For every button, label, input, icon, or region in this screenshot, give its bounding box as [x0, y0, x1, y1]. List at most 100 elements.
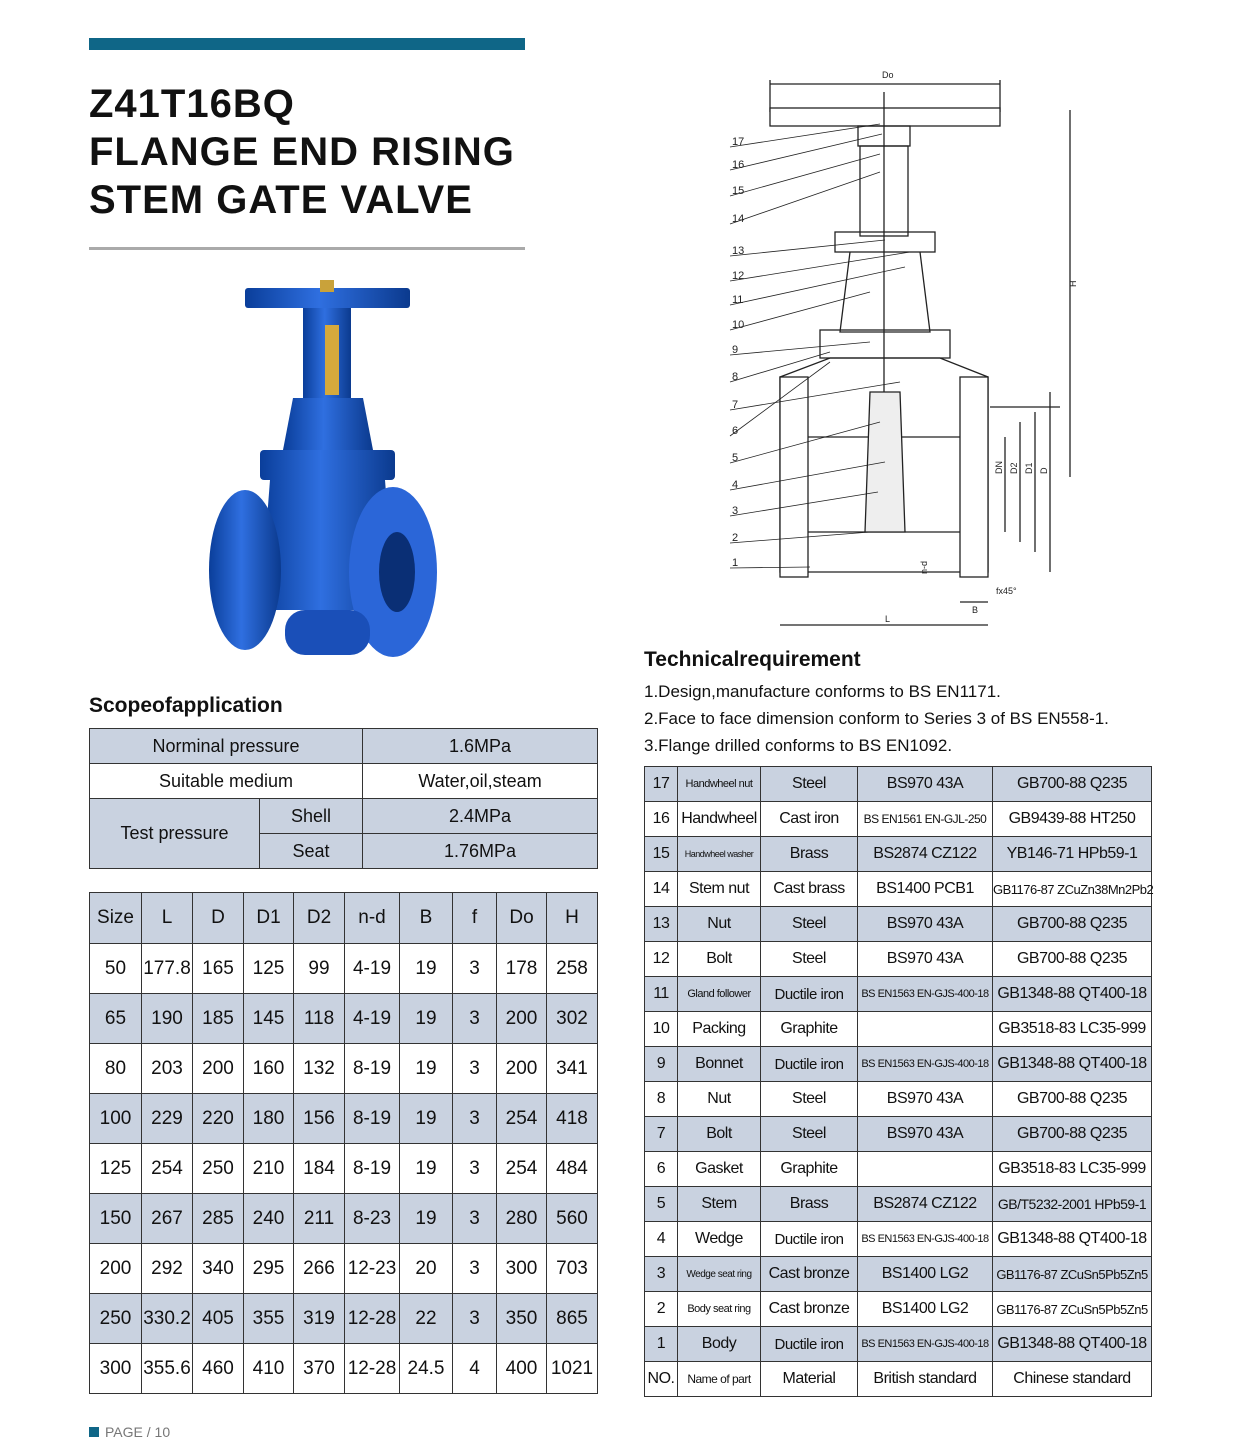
table-cell: Graphite [760, 1011, 858, 1047]
leader-line [729, 461, 886, 491]
table-row: 100 229 220 180 156 8-19 19 3 254 418 [89, 1093, 598, 1144]
table-cell: 190 [141, 993, 193, 1044]
dim-do: Do [882, 70, 894, 80]
part-number-label: 14 [732, 213, 744, 225]
page-title: Z41T16BQ FLANGE END RISING STEM GATE VAL… [89, 80, 515, 224]
table-cell: 118 [293, 993, 345, 1044]
table-cell: 19 [399, 943, 453, 994]
leader-line [729, 291, 871, 331]
table-cell: 266 [293, 1243, 345, 1294]
table-cell: GB1348-88 QT400-18 [992, 1221, 1152, 1257]
part-number-label: 6 [732, 425, 738, 437]
table-cell: 184 [293, 1143, 345, 1194]
table-row: 14 Stem nut Cast brass BS1400 PCB1 GB1176-87… [644, 871, 1154, 907]
part-number-label: 15 [732, 185, 744, 197]
table-cell: 185 [192, 993, 244, 1044]
table-cell: 80 [89, 1043, 142, 1094]
table-cell: Brass [760, 1186, 858, 1222]
table-row: 65 190 185 145 118 4-19 19 3 200 302 [89, 993, 598, 1044]
table-cell: Steel [760, 1116, 858, 1152]
table-cell: 203 [141, 1043, 193, 1094]
table-cell: 280 [496, 1193, 547, 1244]
table-cell: BS970 43A [857, 766, 993, 802]
table-cell: BS1400 LG2 [857, 1256, 993, 1292]
table-cell: 8-19 [344, 1143, 400, 1194]
table-cell: 200 [89, 1243, 142, 1294]
table-cell: BS970 43A [857, 906, 993, 942]
table-cell: GB700-88 Q235 [992, 906, 1152, 942]
table-cell [857, 1011, 993, 1047]
valve-product-image [209, 280, 437, 657]
table-row: 9 Bonnet Ductile iron BS EN1563 EN-GJS-400-… [644, 1046, 1152, 1082]
part-number-label: 5 [732, 452, 738, 464]
table-cell: Steel [760, 1081, 858, 1117]
leader-line [729, 531, 871, 544]
table-cell: 12-28 [344, 1293, 400, 1344]
table-row: 8 Nut Steel BS970 43A GB700-88 Q235 [644, 1081, 1152, 1117]
table-cell: 341 [546, 1043, 598, 1094]
dim-d: D [1039, 467, 1049, 474]
table-cell: BS2874 CZ122 [857, 836, 993, 872]
table-cell: BS970 43A [857, 1116, 993, 1152]
table-row: 12 Bolt Steel BS970 43A GB700-88 Q235 [644, 941, 1152, 977]
table-cell: Handwheel washer [677, 836, 761, 872]
leader-line [729, 251, 911, 282]
title-line: Z41T16BQ [89, 82, 295, 126]
table-row: 125 254 250 210 184 8-19 19 3 254 484 [89, 1143, 598, 1194]
requirement-line: 1.Design,manufacture conforms to BS EN11… [644, 682, 1001, 701]
table-cell: BS1400 PCB1 [857, 871, 993, 907]
table-cell: BS2874 CZ122 [857, 1186, 993, 1222]
parts-table: 17 Handwheel nut Steel BS970 43A GB700-88 Q2… [644, 766, 1154, 1397]
table-cell: 4-19 [344, 993, 400, 1044]
table-cell: BS970 43A [857, 1081, 993, 1117]
page-footer: PAGE / 10 [89, 1424, 170, 1440]
table-cell: Stem [677, 1186, 761, 1222]
table-cell: 19 [399, 1193, 453, 1244]
table-row: 6 Gasket Graphite GB3518-83 LC35-999 [644, 1151, 1152, 1187]
table-cell: 13 [644, 906, 678, 942]
table-cell: 229 [141, 1093, 193, 1144]
table-cell: Stem nut [677, 871, 761, 907]
table-cell: 560 [546, 1193, 598, 1244]
table-cell: BS EN1563 EN-GJS-400-18 [857, 1221, 993, 1257]
table-cell: 6 [644, 1151, 678, 1187]
table-cell: Ductile iron [760, 976, 858, 1012]
table-cell: Packing [677, 1011, 761, 1047]
leader-line [729, 123, 881, 148]
table-cell: 4 [644, 1221, 678, 1257]
valve-cross-section-drawing: Do H DN D2 D1 D n-d fx45° B L 1716151413… [729, 70, 1078, 626]
table-cell: 150 [89, 1193, 142, 1244]
table-cell: Wedge [677, 1221, 761, 1257]
table-cell: 156 [293, 1093, 345, 1144]
dim-l: L [885, 614, 890, 624]
leader-line [729, 266, 906, 306]
test-pressure-label: Test pressure [89, 798, 260, 869]
table-cell: 460 [192, 1343, 244, 1394]
table-cell: 350 [496, 1293, 547, 1344]
table-cell: 250 [89, 1293, 142, 1344]
dim-h: H [1068, 281, 1078, 288]
leader-line [729, 421, 881, 464]
technical-heading: Technicalrequirement [644, 648, 861, 671]
table-cell: 8 [644, 1081, 678, 1117]
table-cell: 250 [192, 1143, 244, 1194]
part-number-label: 4 [732, 479, 738, 491]
column-header: L [141, 892, 193, 944]
table-cell: GB1348-88 QT400-18 [992, 1046, 1152, 1082]
table-cell: Name of part [677, 1361, 761, 1397]
table-cell: 3 [452, 1193, 497, 1244]
table-cell: Ductile iron [760, 1326, 858, 1362]
scope-heading: Scopeofapplication [89, 694, 283, 717]
table-cell: 99 [293, 943, 345, 994]
leader-line [729, 133, 883, 171]
table-row: 5 Stem Brass BS2874 CZ122 GB/T5232-2001 HPb5… [644, 1186, 1152, 1222]
table-cell: 3 [452, 943, 497, 994]
table-cell: GB700-88 Q235 [992, 1116, 1152, 1152]
table-row: 250 330.2 405 355 319 12-28 22 3 350 865 [89, 1293, 598, 1344]
table-cell: GB9439-88 HT250 [992, 801, 1152, 837]
table-cell: 3 [452, 1043, 497, 1094]
table-row: 80 203 200 160 132 8-19 19 3 200 341 [89, 1043, 598, 1094]
leader-line [729, 351, 831, 383]
